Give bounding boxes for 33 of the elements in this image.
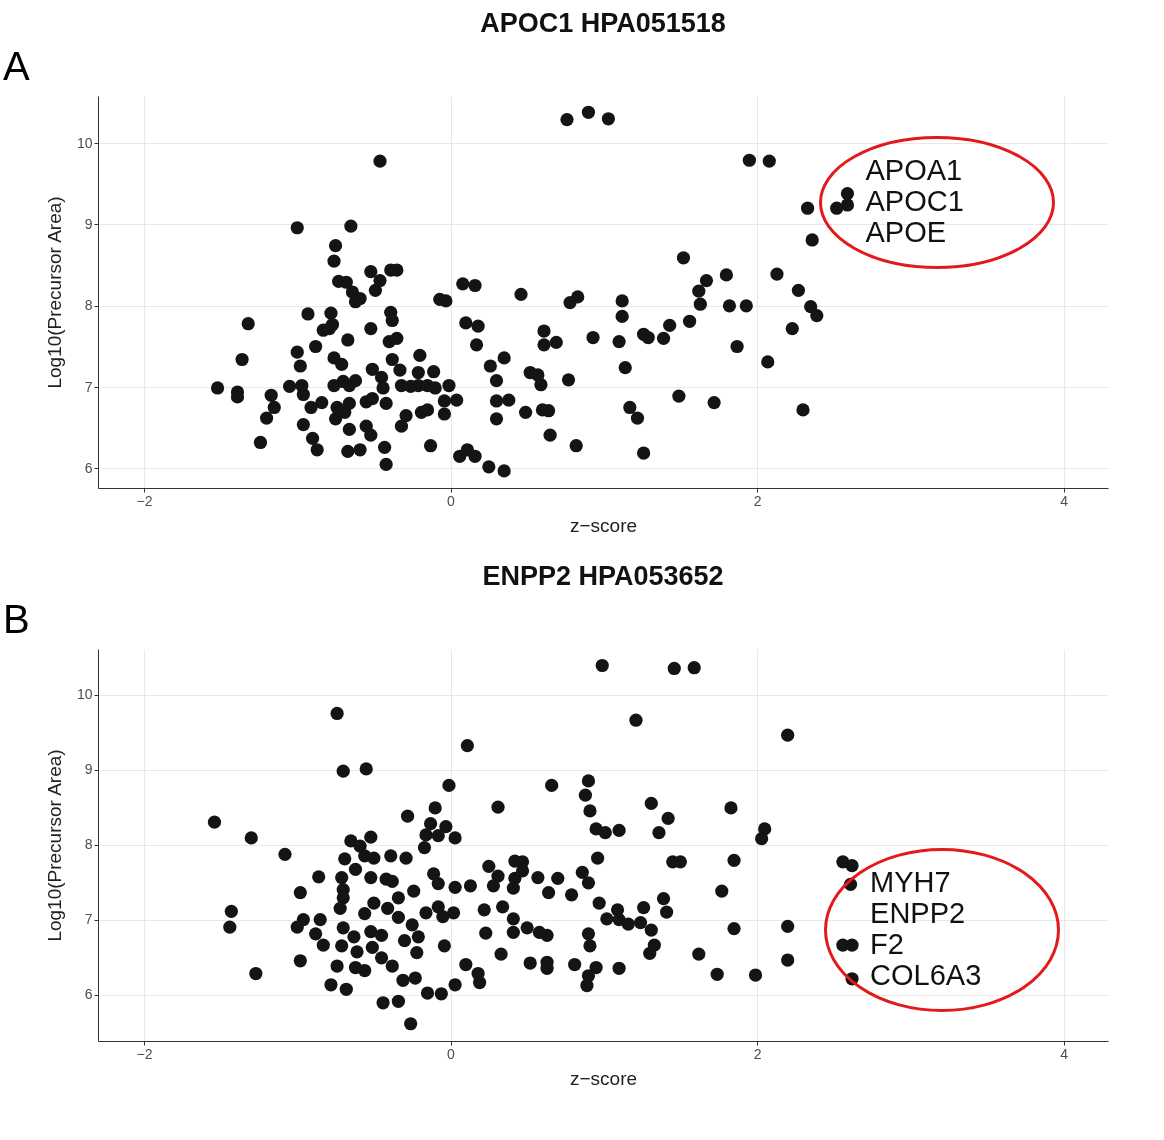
x-axis-title: z−score — [569, 514, 638, 536]
y-tick-label: 10 — [76, 686, 93, 703]
x-tick-label: 2 — [753, 492, 762, 509]
x-tick-label: −2 — [136, 492, 153, 509]
y-axis-title: Log10(Precursor Area) — [43, 196, 65, 389]
y-tick-label: 8 — [84, 836, 93, 853]
x-tick-label: 0 — [447, 492, 456, 509]
annotation: APOE — [865, 216, 947, 249]
y-tick-label: 9 — [84, 761, 93, 778]
y-tick-label: 7 — [84, 378, 93, 395]
x-tick-label: 2 — [753, 1045, 762, 1062]
x-tick-label: 4 — [1060, 1045, 1069, 1062]
y-tick-label: 9 — [84, 216, 93, 232]
y-tick-label: 7 — [84, 911, 93, 928]
annotation: COL6A3 — [870, 959, 982, 992]
text: B — [3, 597, 30, 641]
chart-title: ENPP2 HPA053652 — [482, 561, 724, 591]
text: A — [3, 44, 30, 88]
x-tick-label: 0 — [447, 1045, 456, 1062]
y-tick-label: 6 — [84, 986, 93, 1003]
y-tick-label: 8 — [84, 297, 93, 314]
y-axis-title: Log10(Precursor Area) — [43, 749, 65, 942]
annotation: F2 — [870, 928, 904, 961]
annotation: ENPP2 — [870, 897, 966, 930]
annotation: APOC1 — [865, 185, 964, 218]
y-tick-label: 10 — [76, 134, 93, 151]
chart-title: APOC1 HPA051518 — [480, 8, 726, 38]
x-axis-title: z−score — [569, 1067, 638, 1089]
annotation: APOA1 — [865, 154, 963, 187]
y-tick-label: 6 — [84, 459, 93, 476]
x-tick-label: 4 — [1060, 492, 1069, 509]
annotation: MYH7 — [870, 866, 951, 899]
x-tick-label: −2 — [136, 1045, 153, 1062]
